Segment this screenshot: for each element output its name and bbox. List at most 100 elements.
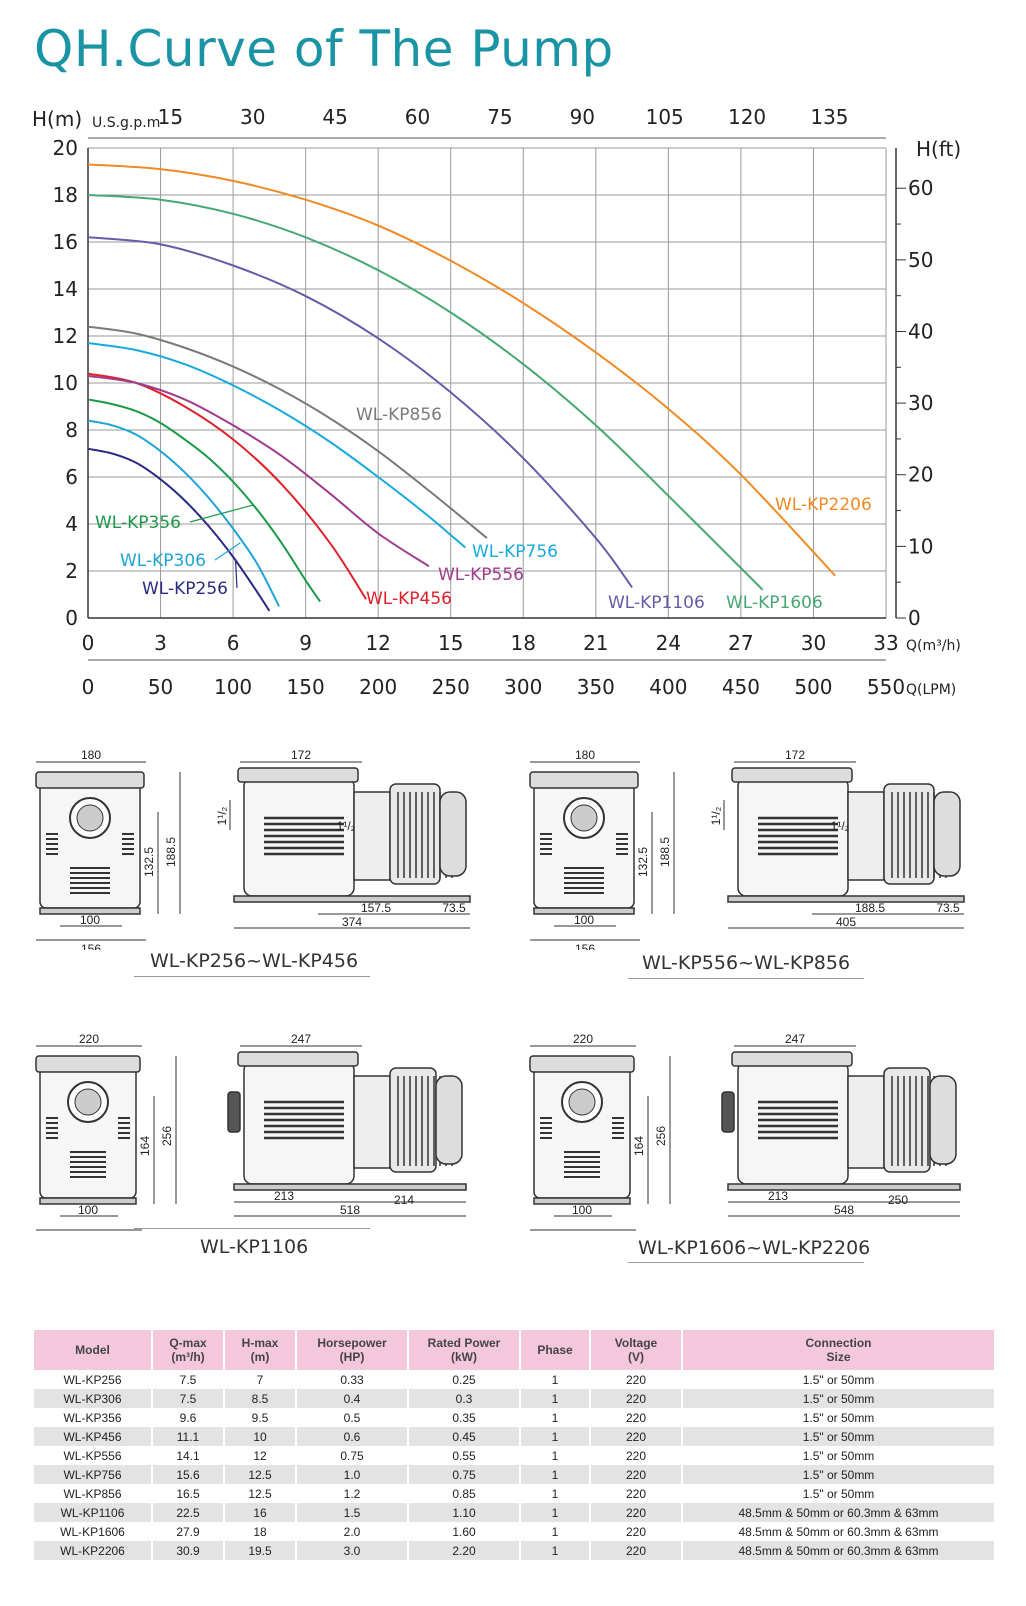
table-cell: 1.5" or 50mm (682, 1370, 996, 1389)
y-tick-label: 18 (53, 183, 78, 207)
gpm-tick-label: 120 (728, 105, 766, 129)
dim-front-width: 180 (81, 750, 101, 762)
table-cell: WL-KP556 (34, 1446, 153, 1465)
series-label-wl-kp1106: WL-KP1106 (608, 593, 705, 613)
table-cell: 0.25 (408, 1370, 521, 1389)
table-cell: 14.1 (152, 1446, 225, 1465)
table-cell: 1 (520, 1408, 591, 1427)
table-cell: 1 (520, 1522, 591, 1541)
table-header-text: (m) (250, 1350, 270, 1364)
model-label-rule-a (134, 976, 370, 977)
table-cell: 1.5" or 50mm (682, 1465, 996, 1484)
front-view-base (39, 907, 141, 915)
table-cell: 30.9 (152, 1541, 225, 1560)
dim-front-base-outer: 156 (81, 942, 101, 950)
table-cell: 1 (520, 1503, 591, 1522)
table-header-text: Model (75, 1343, 110, 1357)
x-tick-label-lpm: 250 (432, 675, 470, 699)
x-tick-label-lpm: 300 (504, 675, 542, 699)
table-cell: 22.5 (152, 1503, 225, 1522)
table-row: WL-KP356 9.6 9.5 0.5 0.35 1 220 1.5" or 50mm (34, 1408, 996, 1427)
table-cell: WL-KP1606 (34, 1522, 153, 1541)
dim-side-top: 172 (291, 750, 311, 762)
table-cell: 16 (224, 1503, 297, 1522)
table-row: WL-KP856 16.5 12.5 1.2 0.85 1 220 1.5" or 50mm (34, 1484, 996, 1503)
dim-front-inner-height: 164 (138, 1136, 152, 1156)
dim-front-outer-height: 256 (160, 1126, 174, 1146)
table-cell: 0.85 (408, 1484, 521, 1503)
table-cell: 1 (520, 1370, 591, 1389)
dimension-drawing-d: 220 164 256 100 212 247 213 250 548 (529, 1034, 961, 1234)
table-cell: 1.10 (408, 1503, 521, 1522)
x-tick-label-lpm: 550 (867, 675, 905, 699)
series-line-wl-kp1606 (87, 194, 764, 591)
y-tick-label: 10 (53, 371, 78, 395)
table-cell: 2.20 (408, 1541, 521, 1560)
side-view-lid (237, 767, 359, 783)
side-view-motor (389, 1067, 437, 1173)
dim-front-base-outer: 212 (79, 1232, 99, 1234)
side-view-inlet-flange (721, 1091, 735, 1133)
table-header-text: Rated Power (427, 1336, 501, 1350)
table-row: WL-KP2206 30.9 19.5 3.0 2.20 1 220 48.5mm & 50m… (34, 1541, 996, 1560)
series-label-wl-kp256: WL-KP256 (142, 579, 228, 599)
dim-front-base-inner: 100 (574, 913, 594, 927)
y-axis-label: H(m) (32, 107, 82, 131)
table-cell: 0.3 (408, 1389, 521, 1408)
table-cell: 220 (590, 1389, 683, 1408)
series-line-wl-kp306 (87, 419, 280, 607)
front-view-lid (529, 1055, 635, 1073)
y-tick-label: 0 (65, 606, 78, 630)
table-cell: 11.1 (152, 1427, 225, 1446)
dim-side-top: 247 (291, 1034, 311, 1046)
x-tick-label-m3h: 33 (873, 631, 898, 655)
table-cell: 48.5mm & 50mm or 60.3mm & 63mm (682, 1503, 996, 1522)
table-cell: 8.5 (224, 1389, 297, 1408)
front-view-base (533, 1197, 631, 1205)
series-label-wl-kp306: WL-KP306 (120, 551, 206, 571)
side-view-base (233, 1183, 467, 1191)
front-view-inlet-inner (74, 1088, 102, 1116)
table-row: WL-KP1106 22.5 16 1.5 1.10 1 220 48.5mm & 50mm … (34, 1503, 996, 1522)
x-tick-label-m3h: 24 (656, 631, 681, 655)
table-cell: WL-KP306 (34, 1389, 153, 1408)
x-tick-label-lpm: 350 (577, 675, 615, 699)
dim-front-base-outer: 156 (575, 942, 595, 950)
dim-side-base-mid: 188.5 (855, 901, 885, 915)
table-header-text: Connection (805, 1336, 872, 1350)
side-view-base (727, 895, 965, 903)
table-cell: 1.5" or 50mm (682, 1408, 996, 1427)
y-tick-label: 2 (65, 559, 78, 583)
x-tick-label-m3h: 6 (227, 631, 240, 655)
series-line-wl-kp256 (87, 447, 271, 612)
table-cell: 1.5" or 50mm (682, 1484, 996, 1503)
table-cell: 16.5 (152, 1484, 225, 1503)
table-cell: WL-KP456 (34, 1427, 153, 1446)
table-cell: 0.75 (408, 1465, 521, 1484)
table-header-cell: Horsepower (HP) (296, 1330, 409, 1370)
dim-side-base-left: 213 (274, 1189, 294, 1203)
dim-side-base-right: 73.5 (936, 901, 960, 915)
side-view-lid (731, 767, 853, 783)
table-header-text: Horsepower (317, 1336, 387, 1350)
front-view-lid (529, 771, 639, 789)
table-cell: 12.5 (224, 1484, 297, 1503)
dimension-drawing-b: 180 132.5 188.5 100 156 172 1¹/₂ 1¹/₂ 188.5 73.5 4… (529, 750, 965, 950)
model-label-rule-c (134, 1228, 370, 1229)
dim-side-length: 405 (836, 915, 856, 929)
table-cell: 12 (224, 1446, 297, 1465)
y-tick-label: 20 (53, 136, 78, 160)
table-header-text: Q-max (169, 1336, 207, 1350)
table-row: WL-KP756 15.6 12.5 1.0 0.75 1 220 1.5" or 50mm (34, 1465, 996, 1484)
x-tick-label-lpm: 450 (722, 675, 760, 699)
model-label-d: WL-KP1606~WL-KP2206 (638, 1237, 871, 1259)
table-header-text: Phase (537, 1343, 573, 1357)
table-cell: 220 (590, 1541, 683, 1560)
spec-table-body: WL-KP256 7.5 7 0.33 0.25 1 220 1.5" or 50mm WL-K… (34, 1370, 996, 1560)
table-cell: 1.2 (296, 1484, 409, 1503)
table-cell: 0.75 (296, 1446, 409, 1465)
table-cell: WL-KP2206 (34, 1541, 153, 1560)
dim-front-outer-height: 188.5 (658, 837, 672, 867)
table-header-cell: Phase (520, 1330, 591, 1370)
x-axis-label-m3h: Q(m³/h) (906, 638, 961, 654)
